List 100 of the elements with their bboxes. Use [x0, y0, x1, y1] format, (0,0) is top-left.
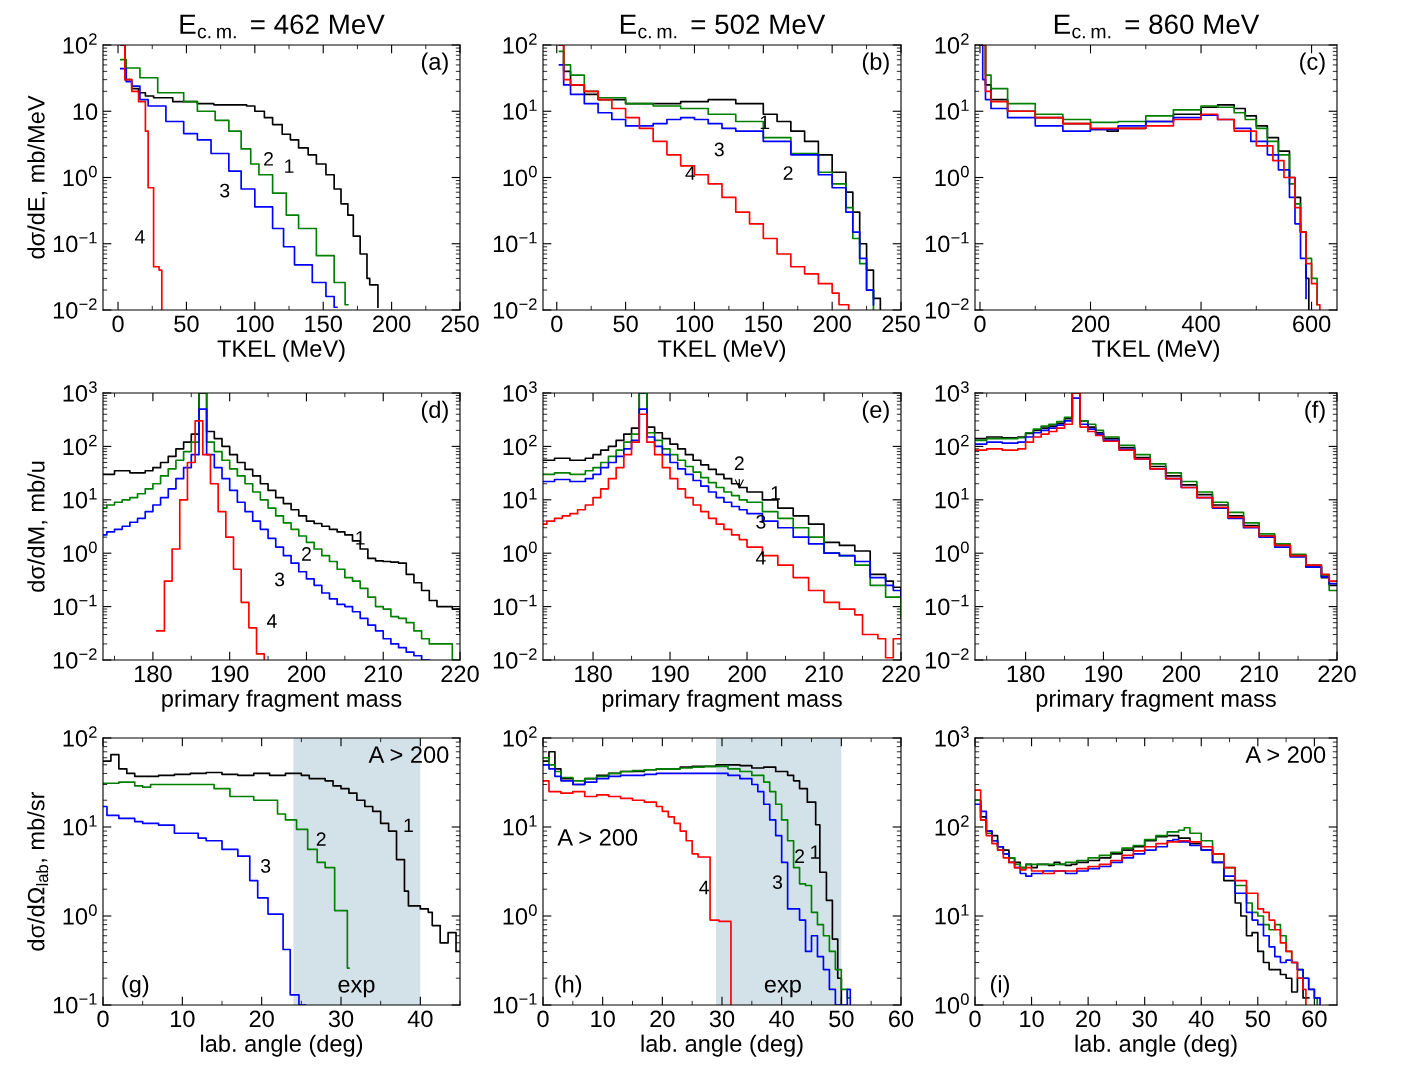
annotation: 2 [302, 547, 311, 561]
annotation: (f) [1305, 400, 1325, 423]
y-tick-label: 10$^{1}$ [63, 815, 97, 836]
annotation: 2 [795, 849, 804, 863]
x-tick-label: 50 [613, 315, 638, 333]
chart-title: E$_{c.m.}$ = 462 MeV [180, 14, 385, 39]
annotation: 2 [734, 456, 744, 470]
x-tick-label: 600 [1293, 315, 1331, 333]
x-tick-label: 250 [441, 315, 479, 333]
annotation: 4 [685, 166, 696, 180]
annotation: A > 200 [1245, 746, 1326, 764]
x-tick-label: 0 [974, 315, 986, 333]
annotation: 1 [285, 159, 294, 173]
x-tick-label: 10 [591, 1010, 615, 1028]
x-tick-label: 190 [1085, 665, 1123, 683]
x-axis-title: primary fragment mass [162, 689, 402, 712]
x-axis-title: primary fragment mass [602, 689, 842, 712]
x-tick-label: 20 [650, 1010, 675, 1028]
y-tick-label: 10$^{1}$ [503, 488, 537, 509]
x-tick-label: 100 [236, 315, 274, 333]
y-tick-label: 10$^{−1}$ [53, 232, 97, 253]
y-tick-label: 10$^{0}$ [935, 541, 969, 562]
annotation: 1 [760, 115, 770, 130]
annotation: 4 [134, 230, 145, 244]
y-tick-label: 10$^{−1}$ [493, 993, 537, 1014]
annotation: 2 [264, 152, 273, 166]
annotation: 3 [274, 572, 285, 587]
x-tick-label: 20 [249, 1010, 274, 1028]
y-tick-label: 10$^{1}$ [63, 488, 97, 509]
y-tick-label: 10$^{2}$ [63, 726, 97, 747]
x-tick-label: 190 [652, 665, 689, 683]
y-tick-label: 10$^{−2}$ [493, 648, 537, 669]
annotation: A > 200 [557, 829, 638, 846]
y-tick-label: 10$^{3}$ [935, 381, 969, 402]
y-axis-title: dσ/dE, mb/MeV [27, 95, 48, 259]
annotation: 2 [783, 166, 793, 180]
annotation: (h) [555, 975, 582, 998]
annotation: (i) [990, 975, 1009, 998]
y-tick-label: 10$^{−1}$ [53, 594, 97, 616]
x-tick-label: 40 [407, 1010, 433, 1028]
x-tick-label: 250 [882, 315, 920, 333]
x-tick-label: 0 [97, 1010, 109, 1028]
y-tick-label: 10$^{0}$ [503, 165, 537, 187]
annotation: 1 [404, 818, 413, 833]
y-tick-label: 10$^{0}$ [935, 993, 969, 1014]
y-tick-label: 10 [73, 103, 98, 121]
y-tick-label: 10$^{2}$ [503, 726, 537, 747]
y-tick-label: 10$^{2}$ [63, 33, 97, 54]
x-tick-label: 150 [745, 315, 783, 333]
y-tick-label: 10$^{−1}$ [925, 232, 969, 253]
x-tick-label: 0 [551, 315, 563, 333]
x-axis-title: lab. angle (deg) [641, 1034, 803, 1057]
chart-title: E$_{c.m.}$ = 502 MeV [620, 14, 826, 39]
x-axis-title: TKEL (MeV) [217, 339, 345, 362]
x-tick-label: 50 [829, 1010, 854, 1028]
x-tick-label: 200 [1072, 315, 1110, 333]
x-tick-label: 50 [174, 315, 199, 333]
y-tick-label: 10$^{3}$ [503, 381, 537, 402]
x-tick-label: 200 [1162, 665, 1201, 683]
x-tick-label: 200 [373, 315, 411, 333]
y-tick-label: 10$^{2}$ [503, 33, 537, 54]
x-tick-label: 400 [1181, 315, 1220, 333]
y-tick-label: 10$^{3}$ [935, 726, 969, 747]
annotation: 3 [772, 875, 783, 890]
x-axis-title: primary fragment mass [1036, 689, 1276, 712]
annotation: 4 [266, 614, 277, 628]
x-tick-label: 200 [813, 315, 851, 333]
y-tick-label: 10$^{0}$ [503, 904, 537, 925]
annotation: (d) [421, 400, 448, 423]
x-tick-label: 220 [1318, 665, 1356, 683]
y-tick-label: 10$^{−1}$ [925, 594, 969, 616]
x-axis-title: TKEL (MeV) [1092, 339, 1220, 362]
y-tick-label: 10$^{2}$ [63, 434, 97, 456]
annotation: 1 [811, 845, 820, 859]
annotation: exp [338, 979, 375, 998]
y-tick-label: 10$^{3}$ [63, 381, 97, 402]
x-tick-label: 220 [441, 665, 479, 683]
x-tick-label: 60 [889, 1010, 914, 1028]
x-tick-label: 210 [364, 665, 402, 683]
x-tick-label: 30 [1132, 1010, 1157, 1028]
x-tick-label: 40 [769, 1010, 794, 1028]
x-tick-label: 180 [1007, 665, 1045, 683]
annotation: 3 [756, 514, 766, 529]
x-tick-label: 210 [1240, 665, 1278, 683]
x-tick-label: 10 [171, 1010, 195, 1028]
y-axis-title: dσ/dΩ$_{lab}$, mb/sr [27, 791, 49, 951]
annotation: 4 [755, 551, 766, 565]
y-tick-label: 10$^{2}$ [935, 33, 969, 54]
y-tick-label: 10$^{1}$ [935, 488, 969, 509]
y-tick-label: 10$^{2}$ [503, 434, 537, 456]
x-tick-label: 50 [1245, 1010, 1271, 1028]
x-tick-label: 60 [1302, 1010, 1327, 1028]
x-axis-title: lab. angle (deg) [1075, 1034, 1237, 1057]
x-tick-label: 200 [728, 665, 766, 683]
x-tick-label: 10 [1020, 1010, 1044, 1028]
x-tick-label: 20 [1076, 1010, 1101, 1028]
x-axis-title: lab. angle (deg) [201, 1034, 363, 1057]
y-tick-label: 10$^{−1}$ [493, 594, 537, 616]
x-tick-label: 220 [882, 665, 920, 683]
x-tick-label: 180 [575, 665, 612, 683]
